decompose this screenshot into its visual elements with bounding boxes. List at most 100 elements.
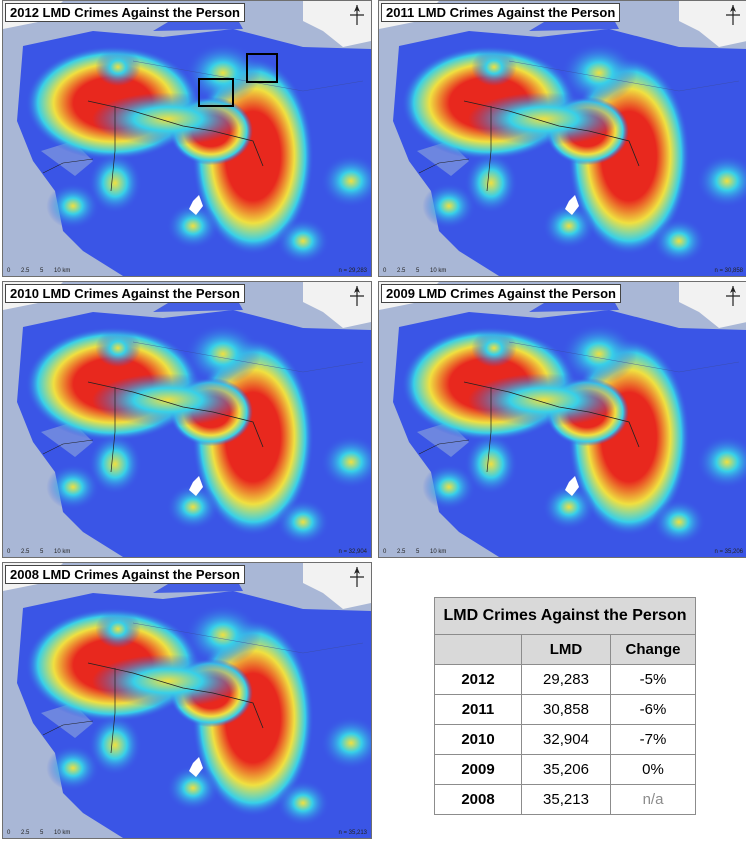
scale-label: 5 [416,549,420,555]
transit-line [110,106,116,192]
scale-label: 10 km [54,268,71,274]
scale-label: 0 [7,268,11,274]
hotspot [320,716,371,770]
table-caption: LMD Crimes Against the Person [434,597,696,635]
hotspot [166,765,220,811]
hotspot [95,610,141,648]
hotspot [185,604,261,666]
year-cell: 2010 [434,724,522,755]
map-panel-2011: 2011 LMD Crimes Against the Person 0 2.5… [378,0,746,277]
record-count: n = 29,283 [338,268,367,274]
transit-line [110,668,116,754]
scale-label: 5 [416,268,420,274]
hotspot [92,654,244,708]
scale-bar: 0 2.5 5 10 km [7,830,79,836]
record-count: n = 35,213 [338,830,367,836]
record-count: n = 30,858 [714,268,743,274]
record-count: n = 35,206 [714,549,743,555]
hotspot [46,745,100,791]
year-cell: 2008 [434,784,522,815]
park-area [565,476,579,496]
map-panel-2008: 2008 LMD Crimes Against the Person 0 2.5… [2,562,372,839]
road-line [42,720,94,736]
map-panel-2010: 2010 LMD Crimes Against the Person 0 2.5… [2,281,372,558]
scale-bar: 0 2.5 5 10 km [383,268,455,274]
river-line [508,60,740,92]
lmd-cell: 35,213 [521,784,611,815]
transit-line [87,381,264,448]
hotspot [464,433,518,495]
table-row: 2008 35,213 n/a [434,784,696,815]
river-line [132,60,364,92]
hotspot [46,464,100,510]
scale-label: 5 [40,830,44,836]
hotspot [464,152,518,214]
hotspot [468,373,620,427]
lmd-cell: 35,206 [521,754,611,785]
panel-title: 2009 LMD Crimes Against the Person [381,284,621,303]
highlight-box [198,78,234,107]
change-cell: -5% [610,664,696,695]
panel-title: 2011 LMD Crimes Against the Person [381,3,621,22]
change-cell: 0% [610,754,696,785]
land-outside-area [303,282,371,328]
hotspot [422,183,476,229]
map-panel-2012: 2012 LMD Crimes Against the Person 0 2.5… [2,0,372,277]
hotspot [471,329,517,367]
hotspot [696,154,746,208]
table-row: 2009 35,206 0% [434,754,696,785]
column-header-year [434,634,522,665]
transit-line [463,100,640,167]
river-line [132,622,364,654]
lmd-cell: 32,904 [521,724,611,755]
hotspot [542,484,596,530]
scale-label: 2.5 [21,268,30,274]
hotspot [468,92,620,146]
hotspot [185,42,261,104]
hotspot [166,484,220,530]
hotspot [88,714,142,776]
scale-label: 2.5 [21,830,30,836]
park-area [189,195,203,215]
river-line [132,341,364,373]
column-header-lmd: LMD [521,634,611,665]
scale-label: 0 [7,830,11,836]
hotspot [95,329,141,367]
map-panel-2009: 2009 LMD Crimes Against the Person 0 2.5… [378,281,746,558]
road-line [418,158,470,174]
hotspot [185,323,261,385]
transit-line [463,381,640,448]
scale-bar: 0 2.5 5 10 km [383,549,455,555]
scale-label: 2.5 [21,549,30,555]
park-area [189,476,203,496]
hotspot [696,435,746,489]
scale-label: 5 [40,549,44,555]
road-line [418,439,470,455]
hotspot [471,48,517,86]
road-line [42,439,94,455]
change-cell: -7% [610,724,696,755]
record-count: n = 32,904 [338,549,367,555]
land-outside-area [303,1,371,47]
hotspot [166,203,220,249]
year-cell: 2011 [434,694,522,725]
year-cell: 2012 [434,664,522,695]
table-row: 2010 32,904 -7% [434,724,696,755]
panel-title: 2008 LMD Crimes Against the Person [5,565,245,584]
north-arrow-icon [350,567,364,587]
lmd-cell: 30,858 [521,694,611,725]
hotspot [320,435,371,489]
scale-label: 0 [7,549,11,555]
hotspot [561,42,637,104]
north-arrow-icon [350,286,364,306]
column-header-change: Change [610,634,696,665]
scale-label: 10 km [430,268,447,274]
change-cell: n/a [610,784,696,815]
scale-label: 2.5 [397,268,406,274]
hotspot [652,218,706,264]
north-arrow-icon [726,5,740,25]
land-outside-area [679,282,746,328]
scale-label: 10 km [54,549,71,555]
scale-bar: 0 2.5 5 10 km [7,268,79,274]
table-row: 2011 30,858 -6% [434,694,696,725]
